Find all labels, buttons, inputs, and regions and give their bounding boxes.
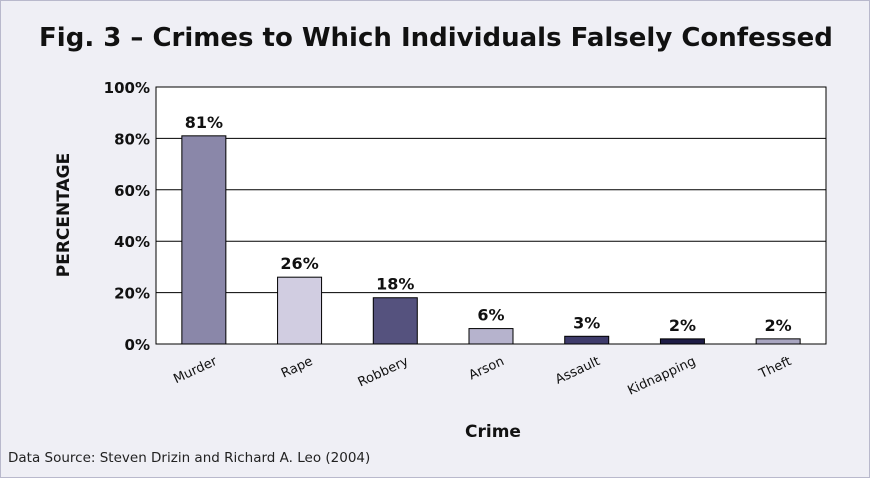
x-category-label: Murder (171, 354, 220, 387)
plot-area (155, 86, 827, 345)
x-category-label: Assault (553, 354, 602, 388)
bar-kidnapping (659, 338, 705, 345)
bar-arson (468, 328, 514, 345)
data-label-assault: 3% (573, 313, 600, 332)
x-axis-categories: Murder Rape Robbery Arson Assault Kidnapping T… (171, 354, 793, 399)
bar-murder (181, 135, 227, 345)
x-category-label: Kidnapping (625, 354, 698, 399)
y-tick-label: 40% (114, 233, 150, 251)
bar-assault (564, 335, 610, 345)
data-label-theft: 2% (765, 316, 792, 335)
data-label-kidnapping: 2% (669, 316, 696, 335)
data-labels: 81% 26% 18% 6% 3% 2% 2% (185, 113, 792, 335)
x-category-label: Robbery (356, 354, 412, 391)
y-tick-label: 100% (104, 79, 150, 97)
bar-theft (755, 338, 801, 345)
y-axis-ticks: 0% 20% 40% 60% 80% 100% (104, 79, 150, 354)
x-category-label: Rape (279, 354, 315, 382)
y-axis-title: PERCENTAGE (54, 153, 74, 277)
gridlines (156, 137, 826, 294)
y-tick-label: 20% (114, 285, 150, 303)
x-category-label: Arson (467, 354, 507, 383)
x-category-label: Theft (756, 354, 794, 382)
x-axis-title: Crime (465, 422, 521, 442)
bars (181, 135, 801, 345)
bar-rape (277, 276, 323, 345)
data-label-rape: 26% (280, 254, 318, 273)
y-tick-label: 80% (114, 130, 150, 148)
bar-robbery (372, 297, 418, 345)
data-label-murder: 81% (185, 113, 223, 132)
chart-title: Fig. 3 – Crimes to Which Individuals Fal… (39, 23, 833, 53)
y-tick-label: 0% (125, 336, 150, 354)
data-source-note: Data Source: Steven Drizin and Richard A… (8, 450, 371, 466)
data-label-robbery: 18% (376, 275, 414, 294)
data-label-arson: 6% (477, 306, 504, 325)
y-tick-label: 60% (114, 182, 150, 200)
